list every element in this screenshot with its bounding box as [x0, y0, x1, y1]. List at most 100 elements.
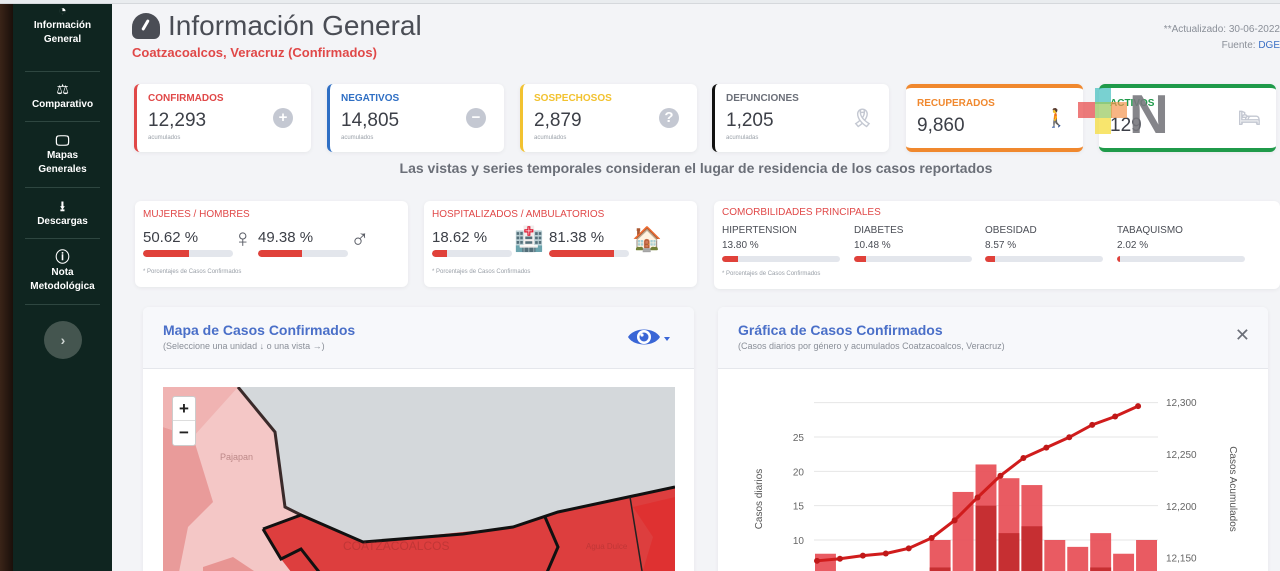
- kpi-value: 9,860: [917, 115, 965, 136]
- close-icon[interactable]: ✕: [1234, 325, 1250, 345]
- map-label-pajapan: Pajapan: [220, 452, 254, 462]
- view-selector-dropdown[interactable]: [627, 325, 670, 349]
- comorb-label-obesidad: OBESIDAD: [985, 225, 1037, 236]
- gender-card: MUJERES / HOMBRES 50.62 % ♀ 49.38 % ♂ * …: [135, 201, 408, 287]
- kpi-card-recuperados[interactable]: RECUPERADOS 9,860 🚶: [906, 84, 1083, 152]
- comorb-label-diabetes: DIABETES: [854, 225, 904, 236]
- comorb-bar-obesidad: [985, 256, 1103, 262]
- men-percent: 49.38 %: [258, 229, 314, 246]
- sidebar-item-nota-metodologica[interactable]: ⓘ Nota Metodológica: [25, 239, 100, 305]
- browser-top-strip: [0, 0, 1280, 4]
- map-label-coatzacoalcos: COATZACOALCOS: [343, 539, 450, 553]
- download-icon: ⭳: [60, 197, 65, 214]
- sidebar: ◔ Información General ⚖ Comparativo 🖵 Ma…: [13, 0, 112, 571]
- map-shapes: [163, 387, 675, 571]
- sidebar-expand-button[interactable]: ›: [44, 321, 82, 359]
- kpi-label: SOSPECHOSOS: [534, 93, 612, 104]
- hosp-note: * Porcentajes de Casos Confirmados: [432, 269, 531, 275]
- kpi-card-confirmados[interactable]: CONFIRMADOS 12,293 acumulados +: [134, 84, 311, 152]
- kpi-label: RECUPERADOS: [917, 98, 995, 109]
- male-icon: ♂: [350, 223, 370, 253]
- comorbidities-card: COMORBILIDADES PRINCIPALES HIPERTENSION …: [714, 201, 1280, 289]
- zoom-out-button[interactable]: −: [179, 423, 189, 442]
- walking-icon: 🚶: [1045, 108, 1068, 128]
- sidebar-item-label: Comparativo: [31, 99, 94, 110]
- kpi-sub: acumulados: [148, 135, 181, 141]
- map-panel: Mapa de Casos Confirmados (Seleccione un…: [143, 307, 694, 571]
- kpi-sub: acumulados: [341, 135, 374, 141]
- map-label-agua-dulce: Agua Dulce: [586, 542, 628, 551]
- kpi-card-defunciones[interactable]: DEFUNCIONES 1,205 acumuladas 🎗: [712, 84, 889, 152]
- hospitalized-percent: 18.62 %: [432, 229, 488, 246]
- kpi-card-negativos[interactable]: NEGATIVOS 14,805 acumulados −: [327, 84, 504, 152]
- kpi-label: CONFIRMADOS: [148, 93, 224, 104]
- kpi-sub: acumulados: [534, 135, 567, 141]
- comorb-bar-tabaquismo: [1117, 256, 1245, 262]
- sidebar-item-mapas-generales[interactable]: 🖵 Mapas Generales: [25, 122, 100, 188]
- chart-panel-subtitle: (Casos diarios por género y acumulados C…: [738, 341, 1005, 351]
- sidebar-item-label: Información General: [33, 20, 92, 45]
- kpi-value: 1,205: [726, 110, 774, 131]
- sidebar-item-label: Descargas: [37, 215, 88, 227]
- comorb-bar-diabetes: [854, 256, 972, 262]
- bed-icon: 🛏: [1238, 108, 1261, 128]
- sidebar-item-informacion-general[interactable]: ◔ Información General: [25, 0, 100, 72]
- kpi-label: ACTIVOS: [1110, 98, 1155, 109]
- comorb-pct-diabetes: 10.48 %: [854, 240, 891, 251]
- plus-circle-icon: +: [273, 108, 293, 128]
- info-icon: ⓘ: [55, 249, 70, 265]
- svg-text:12,200: 12,200: [1166, 502, 1197, 513]
- source-link[interactable]: DGE: [1258, 40, 1280, 51]
- home-icon: 🏠: [632, 226, 662, 253]
- svg-text:12,300: 12,300: [1166, 398, 1197, 409]
- balance-scale-icon: ⚖: [56, 81, 69, 97]
- comorb-pct-hipertension: 13.80 %: [722, 240, 759, 251]
- svg-text:25: 25: [793, 433, 805, 444]
- female-icon: ♀: [233, 223, 253, 253]
- ribbon-icon: 🎗: [851, 108, 874, 128]
- residence-note-banner: Las vistas y series temporales considera…: [399, 160, 993, 176]
- svg-text:20: 20: [793, 467, 805, 478]
- source-label: Fuente:: [1221, 40, 1259, 51]
- map-zoom-control: + −: [172, 396, 196, 446]
- zoom-in-button[interactable]: +: [173, 397, 195, 421]
- dashboard-gauge-icon: [132, 13, 160, 39]
- svg-text:10: 10: [793, 536, 805, 547]
- comorb-bar-hipertension: [722, 256, 840, 262]
- kpi-value: 12,293: [148, 110, 207, 131]
- comorb-label-tabaquismo: TABAQUISMO: [1117, 225, 1183, 236]
- hosp-title: HOSPITALIZADOS / AMBULATORIOS: [432, 209, 605, 220]
- caret-down-icon: [664, 337, 670, 341]
- kpi-value: 129: [1110, 115, 1142, 136]
- men-bar: [258, 250, 348, 257]
- women-bar: [143, 250, 233, 257]
- sidebar-item-label: Mapas Generales: [38, 150, 87, 175]
- sidebar-item-label: Nota Metodológica: [30, 267, 95, 292]
- gender-note: * Porcentajes de Casos Confirmados: [143, 269, 242, 275]
- updated-date: **Actualizado: 30-06-2022: [1163, 24, 1280, 35]
- chart-panel: Gráfica de Casos Confirmados (Casos diar…: [718, 307, 1268, 571]
- hospitalization-card: HOSPITALIZADOS / AMBULATORIOS 18.62 % 🏥 …: [424, 201, 697, 287]
- sidebar-item-descargas[interactable]: ⭳ Descargas: [25, 188, 100, 239]
- svg-text:12,150: 12,150: [1166, 554, 1197, 565]
- chart-panel-header: Gráfica de Casos Confirmados (Casos diar…: [718, 307, 1268, 369]
- kpi-label: NEGATIVOS: [341, 93, 400, 104]
- sidebar-item-comparativo[interactable]: ⚖ Comparativo: [25, 72, 100, 122]
- window-edge: [0, 0, 13, 571]
- gauge-icon: ◔: [58, 2, 67, 18]
- kpi-label: DEFUNCIONES: [726, 93, 799, 104]
- kpi-card-activos[interactable]: ACTIVOS 129 🛏 N: [1078, 84, 1276, 152]
- svg-text:12,250: 12,250: [1166, 450, 1197, 461]
- map-panel-title: Mapa de Casos Confirmados: [163, 322, 356, 338]
- kpi-sub: acumuladas: [726, 135, 759, 141]
- comorb-note: * Porcentajes de Casos Confirmados: [722, 271, 821, 277]
- choropleth-map[interactable]: Pajapan COATZACOALCOS Agua Dulce + −: [163, 387, 675, 571]
- map-panel-subtitle: (Seleccione una unidad ↓ o una vista →): [163, 341, 325, 351]
- page-subtitle: Coatzacoalcos, Veracruz (Confirmados): [132, 45, 377, 60]
- kpi-value: 2,879: [534, 110, 582, 131]
- monitor-icon: 🖵: [55, 132, 70, 148]
- kpi-card-sospechosos[interactable]: SOSPECHOSOS 2,879 acumulados ?: [520, 84, 697, 152]
- svg-text:Casos diarios: Casos diarios: [754, 469, 765, 530]
